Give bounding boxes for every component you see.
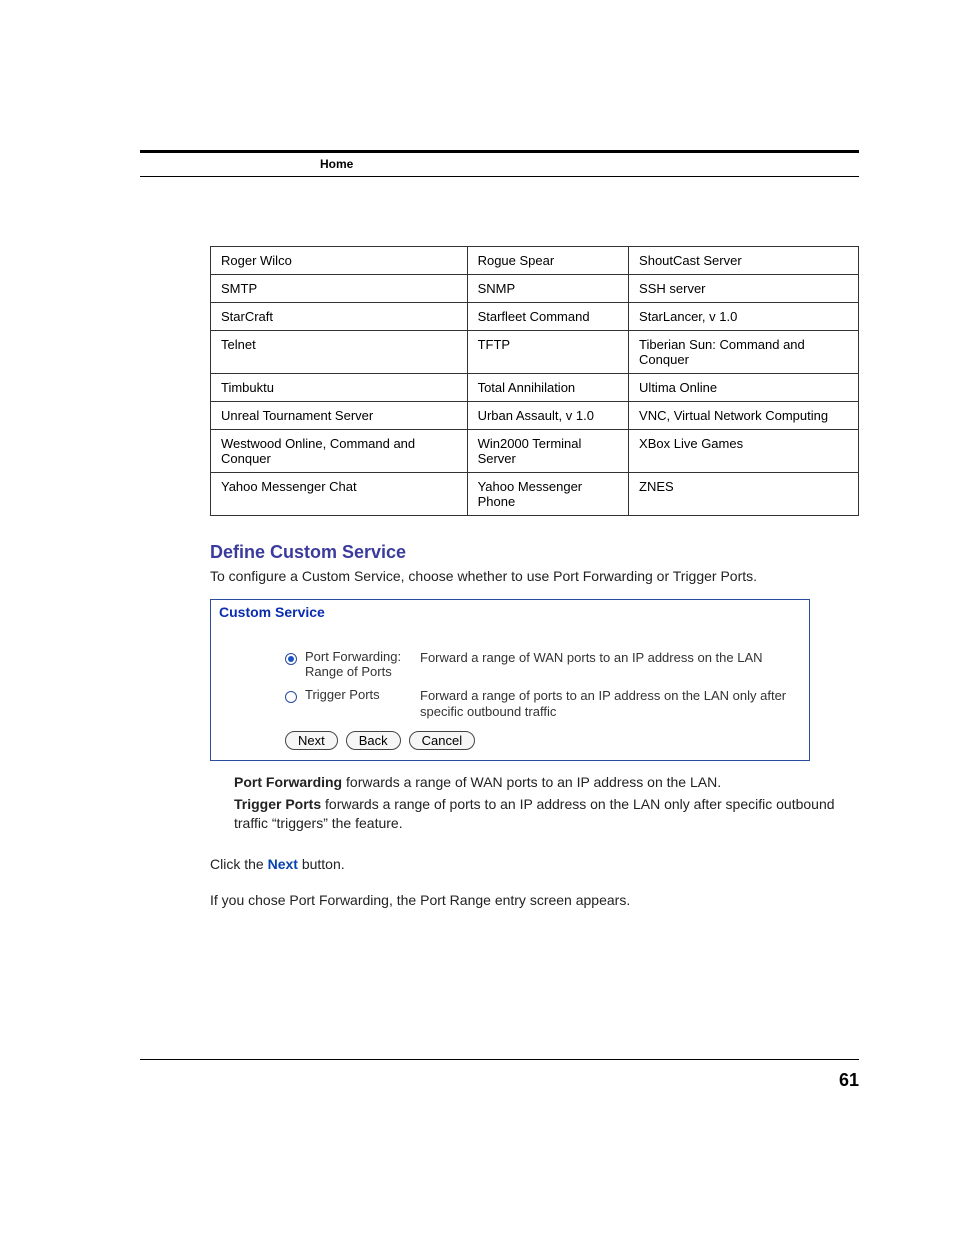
table-cell: SSH server: [629, 275, 859, 303]
page-number: 61: [839, 1070, 859, 1091]
document-page: Home Roger Wilco Rogue Spear ShoutCast S…: [0, 0, 954, 1235]
table-cell: Yahoo Messenger Chat: [211, 473, 468, 516]
panel-title: Custom Service: [211, 600, 809, 648]
pf-def: forwards a range of WAN ports to an IP a…: [342, 774, 721, 790]
explanatory-text: Port Forwarding forwards a range of WAN …: [210, 773, 859, 833]
table-row: Westwood Online, Command and Conquer Win…: [211, 430, 859, 473]
table-row: Unreal Tournament Server Urban Assault, …: [211, 402, 859, 430]
button-row: Next Back Cancel: [211, 725, 809, 760]
section-intro: To configure a Custom Service, choose wh…: [210, 567, 859, 585]
click-pre: Click the: [210, 856, 268, 872]
table-cell: TFTP: [467, 331, 628, 374]
tp-term: Trigger Ports: [234, 796, 321, 812]
table-row: Roger Wilco Rogue Spear ShoutCast Server: [211, 247, 859, 275]
option-label: Trigger Ports: [305, 688, 420, 703]
header-tab-label: Home: [320, 157, 353, 171]
post-choice-text: If you chose Port Forwarding, the Port R…: [210, 891, 859, 909]
table-cell: SMTP: [211, 275, 468, 303]
option-description: Forward a range of ports to an IP addres…: [420, 688, 795, 719]
table-row: SMTP SNMP SSH server: [211, 275, 859, 303]
radio-selected-icon[interactable]: [285, 653, 297, 665]
table-cell: Ultima Online: [629, 374, 859, 402]
pf-term: Port Forwarding: [234, 774, 342, 790]
option-port-forwarding[interactable]: Port Forwarding: Range of Ports Forward …: [211, 648, 809, 686]
table-cell: Unreal Tournament Server: [211, 402, 468, 430]
table-cell: StarLancer, v 1.0: [629, 303, 859, 331]
table-row: StarCraft Starfleet Command StarLancer, …: [211, 303, 859, 331]
table-cell: Timbuktu: [211, 374, 468, 402]
table-cell: StarCraft: [211, 303, 468, 331]
table-cell: Westwood Online, Command and Conquer: [211, 430, 468, 473]
table-cell: Tiberian Sun: Command and Conquer: [629, 331, 859, 374]
table-row: Timbuktu Total Annihilation Ultima Onlin…: [211, 374, 859, 402]
table-cell: Starfleet Command: [467, 303, 628, 331]
table-cell: ZNES: [629, 473, 859, 516]
option-label: Port Forwarding: Range of Ports: [305, 650, 420, 680]
table-cell: Rogue Spear: [467, 247, 628, 275]
cancel-button[interactable]: Cancel: [409, 731, 475, 750]
table-cell: XBox Live Games: [629, 430, 859, 473]
table-cell: Roger Wilco: [211, 247, 468, 275]
table-row: Telnet TFTP Tiberian Sun: Command and Co…: [211, 331, 859, 374]
option-trigger-ports[interactable]: Trigger Ports Forward a range of ports t…: [211, 686, 809, 725]
table-cell: VNC, Virtual Network Computing: [629, 402, 859, 430]
tp-def: forwards a range of ports to an IP addre…: [234, 796, 835, 831]
services-table: Roger Wilco Rogue Spear ShoutCast Server…: [210, 246, 859, 516]
header-rule-thin: [140, 176, 859, 177]
table-cell: Yahoo Messenger Phone: [467, 473, 628, 516]
port-forwarding-explain: Port Forwarding forwards a range of WAN …: [234, 773, 859, 792]
radio-unselected-icon[interactable]: [285, 691, 297, 703]
section-title: Define Custom Service: [210, 542, 859, 563]
table-cell: Telnet: [211, 331, 468, 374]
custom-service-panel: Custom Service Port Forwarding: Range of…: [210, 599, 810, 761]
next-link[interactable]: Next: [268, 856, 298, 872]
click-next-instruction: Click the Next button.: [210, 855, 859, 873]
option-description: Forward a range of WAN ports to an IP ad…: [420, 650, 795, 666]
table-cell: SNMP: [467, 275, 628, 303]
back-button[interactable]: Back: [346, 731, 401, 750]
next-button[interactable]: Next: [285, 731, 338, 750]
trigger-ports-explain: Trigger Ports forwards a range of ports …: [234, 795, 859, 833]
table-cell: Win2000 Terminal Server: [467, 430, 628, 473]
content-area: Roger Wilco Rogue Spear ShoutCast Server…: [210, 246, 859, 913]
table-cell: Total Annihilation: [467, 374, 628, 402]
table-cell: ShoutCast Server: [629, 247, 859, 275]
table-cell: Urban Assault, v 1.0: [467, 402, 628, 430]
table-row: Yahoo Messenger Chat Yahoo Messenger Pho…: [211, 473, 859, 516]
header-rule-thick: [140, 150, 859, 153]
click-post: button.: [298, 856, 345, 872]
footer-rule: [140, 1059, 859, 1060]
